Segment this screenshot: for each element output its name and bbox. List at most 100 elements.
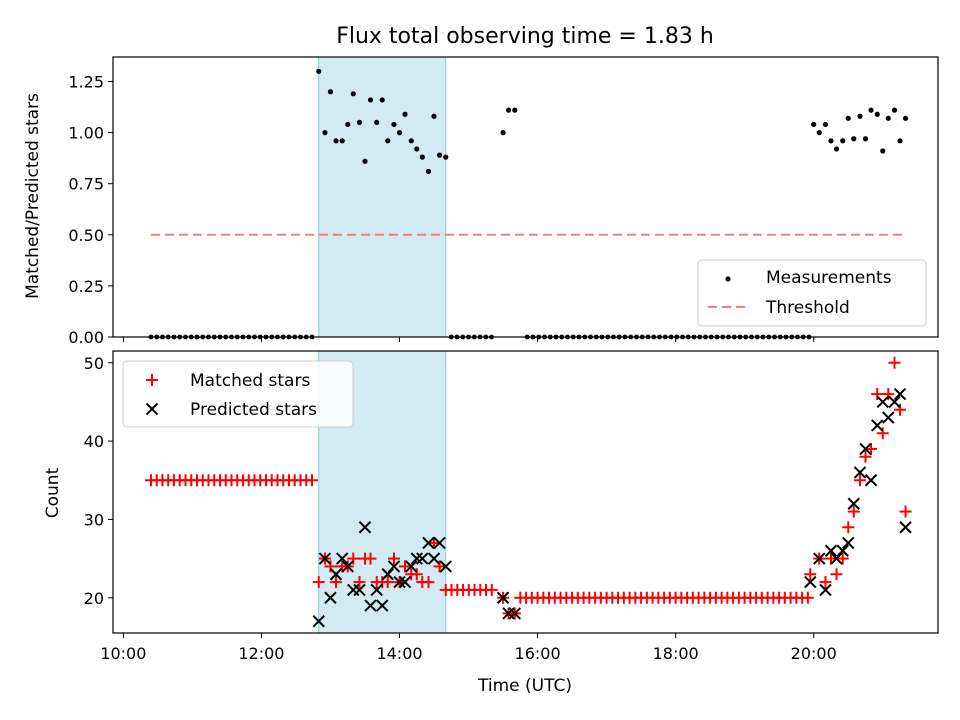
measurement-point — [512, 107, 518, 113]
matched-point — [801, 591, 814, 604]
predicted-point — [876, 395, 889, 409]
predicted-point-b — [387, 560, 401, 573]
predicted-point-b — [376, 599, 389, 612]
measurement-point — [327, 89, 334, 95]
measurement-point — [316, 68, 322, 74]
measurement-point — [374, 119, 380, 126]
predicted-point-b — [804, 575, 817, 589]
measurement-point — [333, 138, 339, 144]
predicted-point — [410, 552, 423, 565]
measurement-point — [362, 158, 368, 164]
predicted-point-b — [341, 560, 354, 573]
chart-title: Flux total observing time = 1.83 h — [336, 24, 714, 49]
predicted-point — [364, 599, 377, 612]
measurement-point — [885, 115, 891, 121]
matched-point — [853, 474, 866, 487]
predicted-point-b — [370, 583, 383, 597]
predicted-point — [847, 497, 860, 510]
predicted-point — [804, 575, 817, 589]
predicted-point — [335, 552, 349, 565]
legend-label-measurements: Measurements — [766, 268, 892, 288]
y-tick-label: 20 — [84, 589, 104, 608]
measurement-point — [897, 138, 903, 144]
measurement-point — [379, 97, 385, 103]
predicted-point — [381, 568, 394, 581]
predicted-point-b — [899, 521, 912, 534]
measurement-point — [356, 119, 363, 126]
axes-frame — [112, 56, 939, 338]
predicted-point-b — [439, 560, 452, 573]
matched-point — [329, 576, 342, 589]
y-axis-label-bottom: Count — [43, 467, 63, 518]
predicted-point — [824, 544, 838, 557]
measurement-point — [339, 138, 345, 144]
x-tick-label: 20:00 — [791, 644, 837, 663]
matched-point — [399, 560, 412, 573]
predicted-point-b — [836, 544, 849, 557]
measurement-point — [822, 121, 829, 128]
measurement-point — [891, 107, 898, 113]
predicted-point — [888, 395, 901, 409]
predicted-point — [496, 591, 510, 604]
predicted-point — [508, 607, 522, 620]
predicted-point — [416, 552, 429, 565]
measurement-point — [396, 130, 403, 136]
measurement-point — [902, 115, 909, 121]
predicted-point-b — [393, 575, 406, 589]
observing-window-shade — [318, 57, 446, 337]
matched-point — [830, 568, 843, 581]
measurement-point — [828, 138, 834, 144]
matched-point — [364, 552, 377, 565]
legend-bottom: Matched stars Predicted stars — [122, 360, 354, 428]
matched-point — [387, 552, 400, 565]
matched-point — [428, 536, 441, 549]
measurement-point — [431, 113, 437, 119]
y-tick-label: 0.50 — [68, 226, 104, 245]
matched-point — [888, 356, 901, 369]
predicted-point — [433, 536, 446, 550]
predicted-point-b — [864, 474, 878, 487]
matched-point — [899, 505, 912, 518]
predicted-point-b — [358, 521, 372, 534]
measurement-point — [505, 107, 512, 113]
predicted-point — [353, 583, 366, 597]
legend-label-matched: Matched stars — [190, 371, 310, 391]
predicted-point — [899, 521, 912, 534]
predicted-point — [341, 560, 354, 573]
predicted-point — [439, 560, 452, 573]
measurement-point — [868, 107, 874, 113]
predicted-point-b — [405, 560, 418, 573]
predicted-point-b — [876, 395, 889, 409]
predicted-point-b — [847, 497, 860, 510]
matched-point — [312, 576, 325, 589]
matched-point — [842, 521, 855, 534]
matched-point — [871, 388, 884, 401]
measurement-point — [345, 121, 351, 128]
measurement-point — [414, 146, 420, 152]
predicted-point-b — [364, 599, 377, 612]
predicted-point — [864, 474, 878, 487]
measurement-point — [880, 148, 886, 154]
measurement-point — [811, 121, 817, 128]
predicted-point-b — [813, 552, 826, 565]
x-tick-label: 18:00 — [653, 644, 699, 663]
predicted-point-b — [842, 536, 855, 550]
y-tick-label: 0.25 — [68, 277, 104, 296]
predicted-point — [813, 552, 826, 565]
legend-box — [122, 360, 354, 428]
measurement-point — [350, 91, 356, 97]
y-tick-label: 30 — [84, 510, 104, 529]
predicted-point-b — [318, 552, 332, 565]
predicted-point-b — [422, 536, 435, 550]
measurement-point — [402, 111, 408, 117]
predicted-point-b — [410, 552, 423, 565]
x-tick-label: 14:00 — [376, 644, 422, 663]
measurement-point — [391, 121, 397, 128]
measurement-point — [857, 113, 863, 119]
predicted-point-b — [416, 552, 429, 565]
predicted-point — [312, 615, 325, 628]
predicted-point — [893, 387, 907, 401]
measurement-point — [419, 154, 425, 160]
measurement-point — [443, 154, 449, 160]
